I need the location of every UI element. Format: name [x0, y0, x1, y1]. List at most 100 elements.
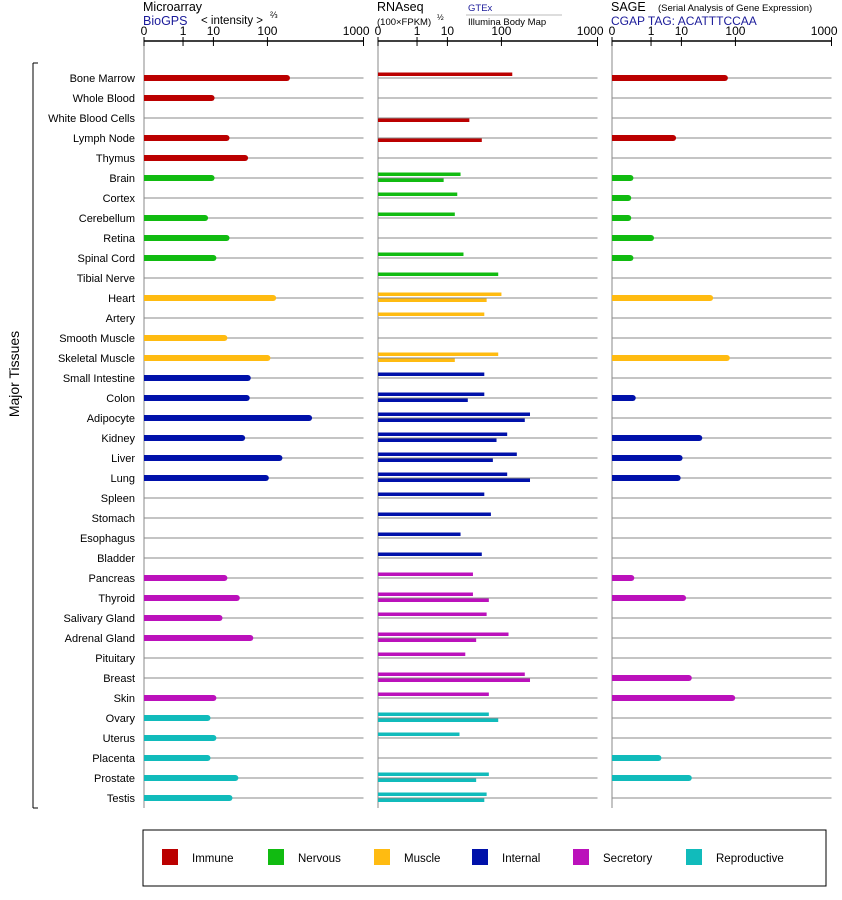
rnaseq-bar — [378, 692, 489, 696]
bar-end-cap — [244, 375, 251, 381]
rnaseq-bar — [378, 678, 531, 682]
bar-end-cap — [670, 135, 677, 141]
tissue-label: Spinal Cord — [78, 253, 135, 265]
bar-end-cap — [247, 635, 254, 641]
tissue-label: Pituitary — [95, 653, 135, 665]
legend-swatch-immune — [162, 849, 178, 865]
bar-end-cap — [721, 75, 728, 81]
microarray-bar — [144, 635, 251, 641]
x-tick-label: 10 — [675, 24, 689, 38]
x-tick-label: 1000 — [811, 24, 838, 38]
x-tick-label: 0 — [141, 24, 148, 38]
rnaseq-bar — [378, 732, 460, 736]
tissue-label: Uterus — [103, 733, 136, 745]
microarray-bar — [144, 695, 214, 701]
tissue-rows: Bone Marrow Whole Blood White Blood Cells L… — [48, 73, 832, 805]
rnaseq-bar — [378, 292, 502, 296]
rnaseq-bar — [378, 398, 468, 402]
legend-swatch-nervous — [268, 849, 284, 865]
rnaseq-bar — [378, 252, 464, 256]
bar-end-cap — [629, 395, 636, 401]
sage-bar — [612, 595, 684, 601]
rnaseq-bar — [378, 472, 508, 476]
legend-swatch-muscle — [374, 849, 390, 865]
legend-label-muscle: Muscle — [404, 853, 440, 865]
tissue-label: Liver — [111, 453, 135, 465]
rnaseq-bar — [378, 492, 485, 496]
rnaseq-bar — [378, 632, 509, 636]
tissue-label: Pancreas — [89, 573, 136, 585]
sage-bar — [612, 395, 633, 401]
tissue-label: Lung — [111, 473, 135, 485]
bar-end-cap — [625, 215, 632, 221]
rnaseq-bar — [378, 72, 513, 76]
legend-label-nervous: Nervous — [298, 853, 341, 865]
sage-title: SAGE — [611, 0, 646, 14]
legend-label-reproductive: Reproductive — [716, 853, 784, 865]
tissue-label: Heart — [108, 293, 135, 305]
bar-end-cap — [674, 475, 681, 481]
rnaseq-bar — [378, 672, 525, 676]
microarray-bar — [144, 255, 214, 261]
rnaseq-bar — [378, 452, 517, 456]
rnaseq-bar — [378, 372, 485, 376]
sage-bar — [612, 175, 631, 181]
bars — [144, 72, 736, 802]
tissue-label: Skeletal Muscle — [58, 353, 135, 365]
legend-label-immune: Immune — [192, 853, 234, 865]
x-tick-label: 100 — [257, 24, 277, 38]
rnaseq-bar — [378, 532, 461, 536]
y-axis-bracket — [32, 62, 38, 809]
legend-swatch-secretory — [573, 849, 589, 865]
rnaseq-bar — [378, 352, 499, 356]
rnaseq-bar — [378, 712, 489, 716]
tissue-label: Skin — [114, 693, 135, 705]
microarray-bar — [144, 155, 246, 161]
legend-label-secretory: Secretory — [603, 853, 652, 865]
microarray-bar — [144, 95, 212, 101]
bar-end-cap — [210, 695, 217, 701]
bar-end-cap — [232, 775, 239, 781]
rnaseq-bar — [378, 272, 499, 276]
sage-bar — [612, 195, 629, 201]
rnaseq-bar — [378, 638, 477, 642]
rnaseq-bar — [378, 178, 444, 182]
bar-end-cap — [685, 775, 692, 781]
legend-swatch-internal — [472, 849, 488, 865]
rnaseq-bar — [378, 172, 461, 176]
microarray-bar — [144, 375, 248, 381]
tissue-label: Thyroid — [98, 593, 135, 605]
bar-end-cap — [270, 295, 277, 301]
microarray-bar — [144, 795, 230, 801]
sage-bar — [612, 135, 674, 141]
bar-end-cap — [723, 355, 730, 361]
rnaseq-bar — [378, 358, 455, 362]
rnaseq-bar — [378, 792, 487, 796]
rnaseq-bar — [378, 138, 482, 142]
sage-subtitle: (Serial Analysis of Gene Expression) — [658, 3, 812, 14]
tissue-label: Bone Marrow — [70, 73, 135, 85]
x-tick-label: 0 — [609, 24, 616, 38]
y-axis-label: Major Tissues — [6, 331, 22, 417]
microarray-bar — [144, 755, 208, 761]
bar-end-cap — [243, 395, 250, 401]
bar-end-cap — [208, 175, 215, 181]
tissue-label: Smooth Muscle — [59, 333, 135, 345]
x-tick-label: 1 — [180, 24, 187, 38]
microarray-bar — [144, 235, 227, 241]
microarray-bar — [144, 735, 214, 741]
tissue-label: Lymph Node — [73, 133, 135, 145]
microarray-bar — [144, 575, 225, 581]
tissue-label: Bladder — [97, 553, 135, 565]
bar-end-cap — [627, 175, 634, 181]
tissue-label: Testis — [107, 793, 136, 805]
bar-end-cap — [233, 595, 240, 601]
rnaseq-bar — [378, 418, 525, 422]
sage-bar — [612, 295, 711, 301]
tissue-label: Thymus — [96, 153, 136, 165]
rnaseq-bar — [378, 392, 485, 396]
bar-end-cap — [707, 295, 714, 301]
bar-end-cap — [648, 235, 655, 241]
rnaseq-bar — [378, 458, 493, 462]
